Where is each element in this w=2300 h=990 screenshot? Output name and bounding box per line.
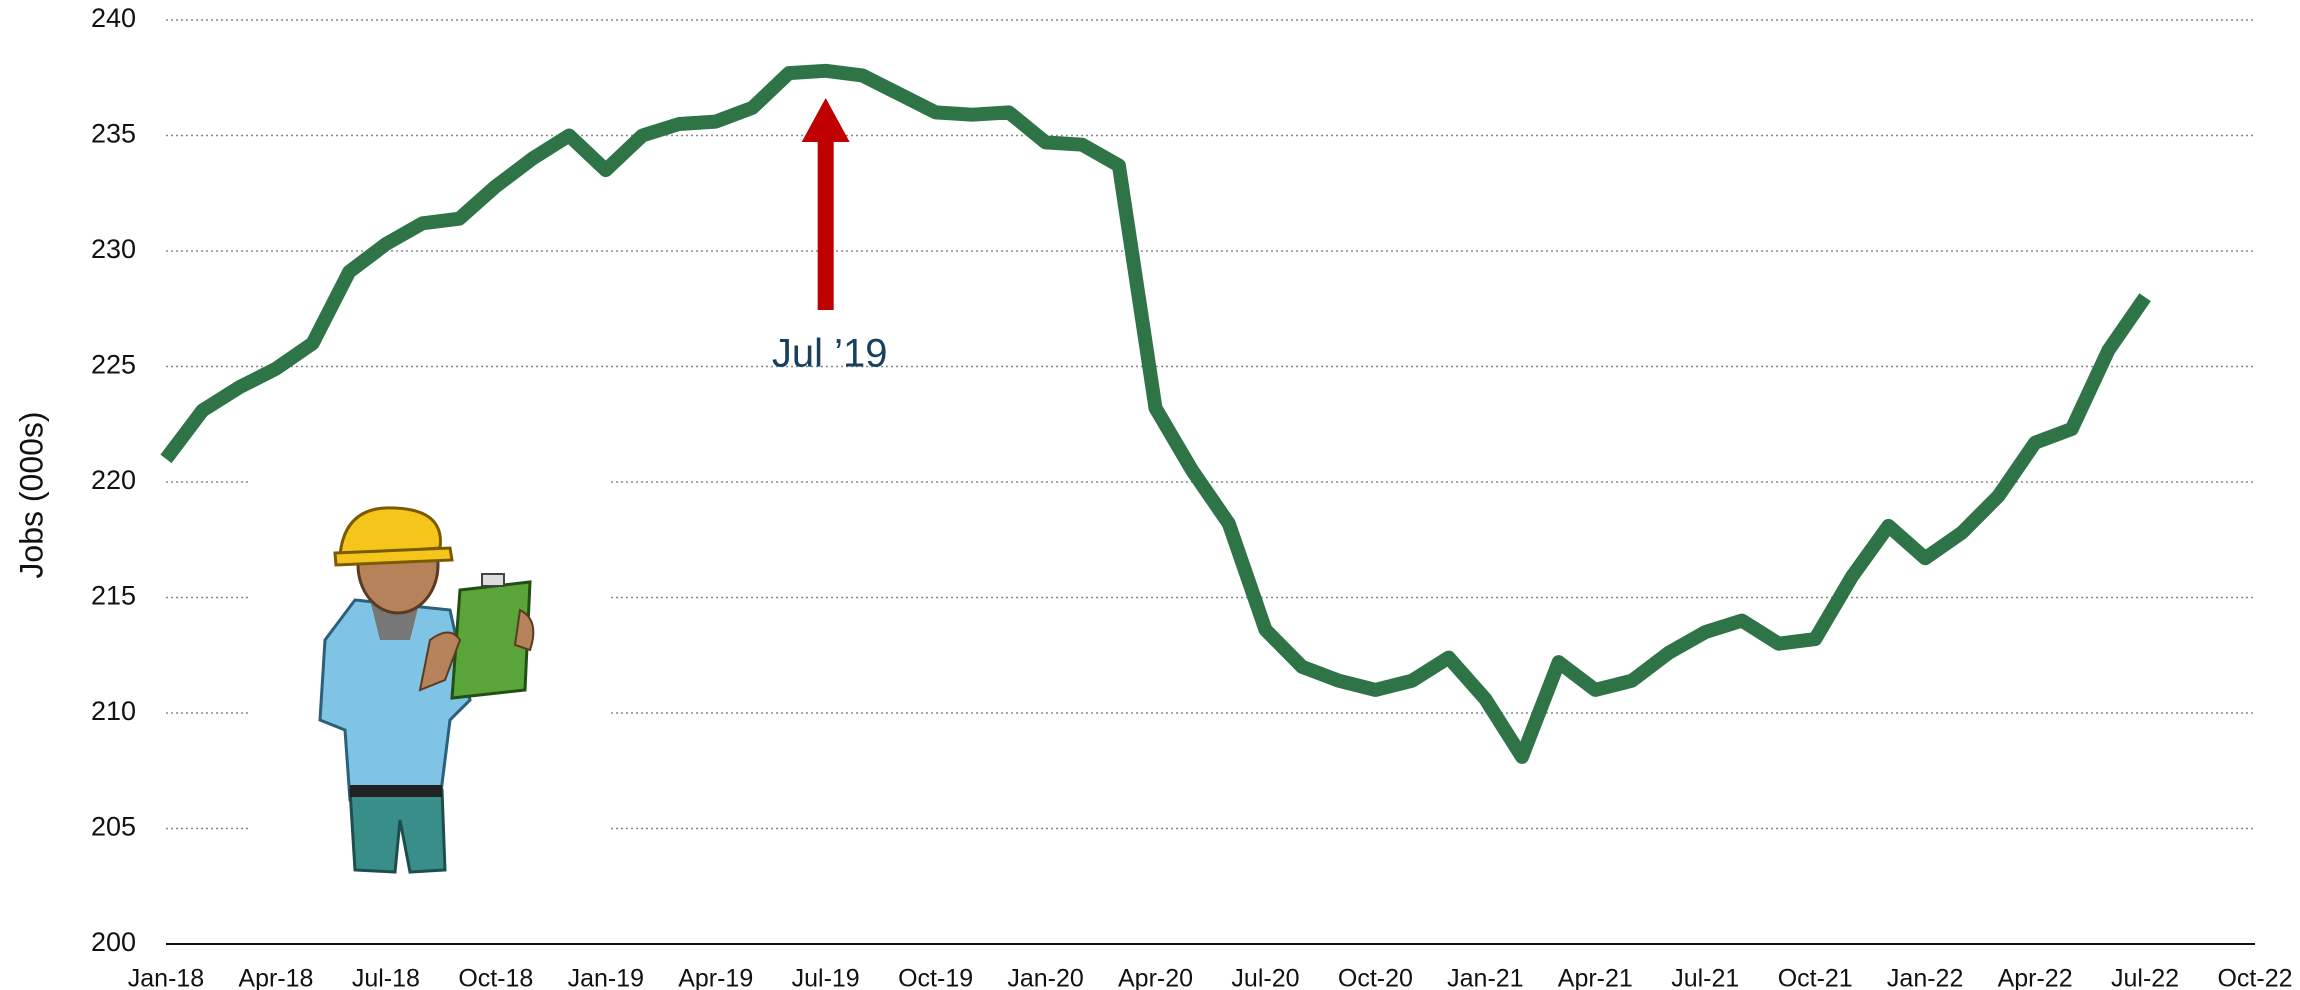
- x-tick-label: Jul-18: [352, 965, 420, 990]
- x-tick-label: Jul-19: [792, 965, 860, 990]
- x-tick-label: Apr-21: [1558, 965, 1633, 990]
- y-tick-label: 240: [91, 3, 136, 33]
- x-tick-label: Apr-22: [1998, 965, 2073, 990]
- x-tick-label: Oct-18: [458, 965, 533, 990]
- x-tick-label: Jan-21: [1447, 965, 1523, 990]
- y-tick-label: 215: [91, 581, 136, 611]
- x-tick-label: Jul-22: [2111, 965, 2179, 990]
- x-tick-label: Apr-18: [238, 965, 313, 990]
- x-tick-label: Jan-22: [1887, 965, 1963, 990]
- x-tick-label: Jan-20: [1007, 965, 1083, 990]
- x-tick-label: Apr-20: [1118, 965, 1193, 990]
- y-tick-label: 205: [91, 812, 136, 842]
- y-tick-label: 235: [91, 119, 136, 149]
- x-tick-label: Jan-19: [568, 965, 644, 990]
- x-tick-label: Jan-18: [128, 965, 204, 990]
- x-tick-label: Apr-19: [678, 965, 753, 990]
- annotation: Jul ’19: [772, 332, 888, 376]
- y-tick-label: 220: [91, 465, 136, 495]
- x-tick-label: Jul-21: [1671, 965, 1739, 990]
- x-tick-label: Oct-19: [898, 965, 973, 990]
- y-tick-label: 210: [91, 696, 136, 726]
- arrow-shaft: [817, 135, 834, 310]
- x-tick-label: Jul-20: [1231, 965, 1299, 990]
- y-tick-label: 200: [91, 927, 136, 957]
- y-tick-label: 230: [91, 234, 136, 264]
- x-tick-label: Oct-20: [1338, 965, 1413, 990]
- x-tick-label: Oct-21: [1778, 965, 1853, 990]
- y-axis-label: Jobs (000s): [13, 411, 49, 578]
- x-tick-label: Oct-22: [2217, 965, 2292, 990]
- worker-illustration: [248, 480, 608, 874]
- y-tick-label: 225: [91, 350, 136, 380]
- data-line: [160, 63, 2151, 764]
- annotation-arrow: [801, 98, 850, 310]
- grid: [166, 19, 2255, 830]
- arrow-head: [801, 98, 850, 142]
